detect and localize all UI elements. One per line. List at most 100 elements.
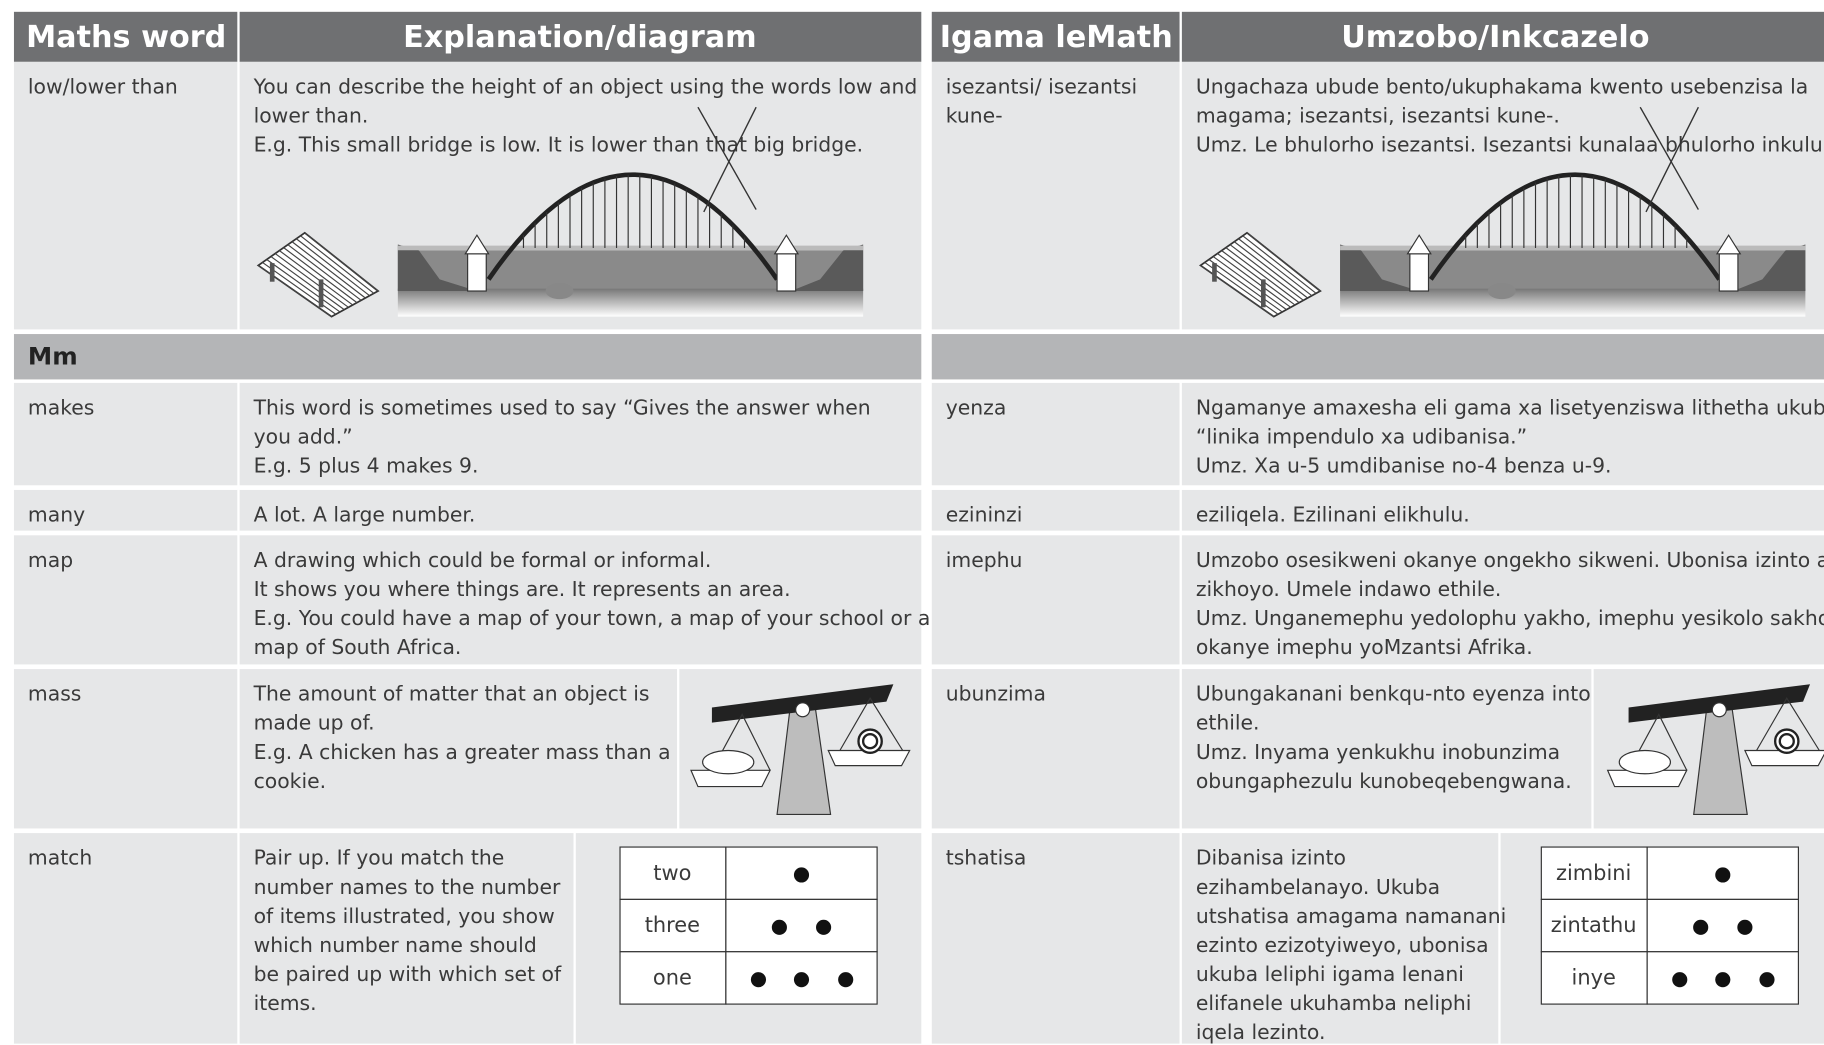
explanation-line: E.g. This small bridge is low. It is low… [254, 133, 864, 157]
maths-word: tshatisa [946, 846, 1027, 870]
plank [1229, 244, 1304, 301]
explanation-line: magama; isezantsi, isezantsi kune-. [1196, 104, 1560, 128]
plank [270, 256, 345, 311]
table-cell [725, 898, 878, 953]
tower [776, 253, 797, 292]
explanation-line: cookie. [254, 769, 327, 793]
maths-word: low/lower than [28, 74, 178, 98]
arch [1428, 172, 1722, 281]
explanation-line: Umz. Unganemephu yedolophu yakho, imephu… [1196, 606, 1824, 630]
explanation-line: A drawing which could be formal or infor… [254, 548, 712, 572]
scale-illustration [1606, 684, 1824, 816]
maths-word: imephu [946, 548, 1023, 572]
text-cell [239, 382, 922, 486]
dot [793, 972, 810, 988]
maths-word: kune- [946, 104, 1003, 128]
dot [1715, 972, 1731, 988]
maths-word: ubunzima [946, 682, 1046, 706]
maths-word: makes [28, 396, 94, 420]
pan [827, 749, 911, 767]
explanation-line: Umz. Inyama yenkukhu inobunzima [1196, 740, 1560, 764]
explanation-line: You can describe the height of an object… [253, 74, 918, 98]
explanation-line: map of South Africa. [254, 635, 462, 659]
header-cell [1181, 11, 1824, 62]
text-cell [1181, 669, 1592, 829]
match-table: zimbini zintathu inye [1540, 846, 1799, 1005]
column-header: Igama leMath [940, 20, 1173, 55]
tower-top [464, 234, 490, 255]
explanation-line: made up of. [254, 711, 375, 735]
column-header: Explanation/diagram [403, 20, 757, 55]
number-name: zimbini [1556, 861, 1631, 885]
number-name: inye [1572, 966, 1616, 990]
maths-word: map [28, 548, 73, 572]
explanation-line: ezinto ezizotyiweyo, ubonisa [1196, 933, 1489, 957]
dot [1759, 972, 1775, 988]
plank [1238, 238, 1313, 297]
text-cell [239, 535, 922, 665]
word-cell [931, 535, 1180, 665]
text-cell [239, 833, 574, 1044]
explanation-line: Pair up. If you match the [254, 846, 505, 870]
text-cell [1181, 382, 1824, 486]
text-cell [1181, 833, 1499, 1044]
explanation-line: Umz. Xa u-5 umdibanise no-4 benza u-9. [1196, 454, 1612, 478]
dot [750, 972, 767, 988]
plank [300, 235, 375, 294]
cross [1645, 106, 1699, 213]
maths-word: ezininzi [946, 503, 1023, 527]
pan-string [839, 697, 904, 751]
explanation-line: E.g. You could have a map of your town, … [254, 606, 931, 630]
cross [697, 106, 757, 210]
plank [287, 244, 362, 301]
number-name: zintathu [1551, 913, 1637, 937]
header-cell [931, 11, 1180, 62]
tower-top [1715, 234, 1742, 255]
plank [295, 238, 370, 297]
scale-illustration [690, 684, 911, 816]
explanation-line: E.g. 5 plus 4 makes 9. [254, 454, 479, 478]
text-cell [239, 489, 922, 531]
word-cell [13, 833, 238, 1044]
column-header: Umzobo/Inkcazelo [1341, 20, 1649, 55]
word-cell [931, 382, 1180, 486]
plank [1221, 250, 1296, 306]
explanation-line: okanye imephu yoMzantsi Afrika. [1196, 635, 1533, 659]
explanation-line: which number name should [254, 933, 537, 957]
table-cell [1540, 898, 1648, 953]
section-band [13, 334, 922, 380]
dot [838, 972, 854, 988]
rock [545, 282, 574, 300]
plank [1217, 253, 1292, 308]
bank [1733, 244, 1806, 292]
plank [266, 259, 341, 313]
maths-word: yenza [946, 396, 1007, 420]
cross [1639, 106, 1699, 210]
explanation-line: This word is sometimes used to say “Give… [253, 396, 871, 420]
plank [279, 250, 354, 306]
maths-word: many [28, 503, 85, 527]
explanation-line: ukuba leliphi igama lenani [1196, 962, 1464, 986]
explanation-line: be paired up with which set of [254, 962, 562, 986]
explanation-line: E.g. A chicken has a greater mass than a [254, 740, 671, 764]
text-cell [1181, 535, 1824, 665]
pan [1743, 749, 1824, 767]
word-cell [13, 669, 238, 829]
cross [703, 106, 757, 213]
cookie-inner [861, 733, 879, 750]
post [1260, 279, 1266, 308]
explanation-line: you add.” [254, 425, 353, 449]
dot [1737, 919, 1753, 935]
bridge-illustration [256, 106, 864, 318]
tower [1409, 253, 1430, 292]
explanation-line: It shows you where things are. It repres… [254, 577, 791, 601]
word-cell [13, 489, 238, 531]
tower [467, 253, 487, 292]
pivot [1711, 702, 1727, 718]
table-cell [1540, 846, 1648, 900]
explanation-line: “linika impendulo xa udibanisa.” [1196, 425, 1527, 449]
plank [1233, 241, 1308, 299]
explanation-line: iqela lezinto. [1196, 1020, 1326, 1044]
